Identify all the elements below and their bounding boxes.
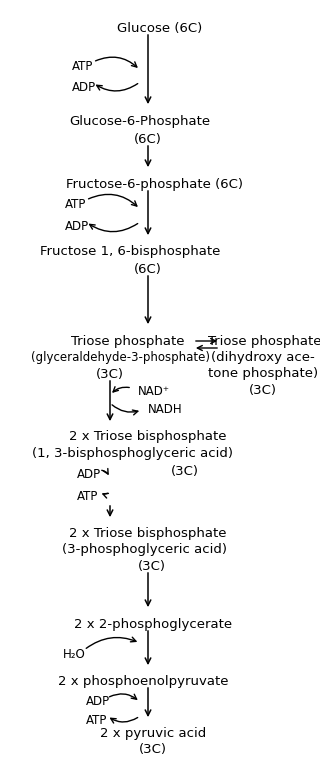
Text: Glucose (6C): Glucose (6C) [117,22,203,35]
Text: (3C): (3C) [249,384,277,397]
Text: (3C): (3C) [96,368,124,381]
Text: (6C): (6C) [134,263,162,276]
Text: tone phosphate): tone phosphate) [208,367,318,380]
Text: ATP: ATP [77,490,98,503]
Text: Triose phosphate: Triose phosphate [208,335,320,348]
Text: ADP: ADP [65,220,89,233]
Text: ADP: ADP [72,81,96,94]
Text: ATP: ATP [72,60,93,73]
Text: Fructose 1, 6-bisphosphate: Fructose 1, 6-bisphosphate [40,245,220,258]
Text: H₂O: H₂O [63,648,86,661]
Text: (3C): (3C) [171,465,199,478]
Text: (3C): (3C) [138,560,166,573]
Text: ATP: ATP [86,714,108,727]
Text: 2 x Triose bisphosphate: 2 x Triose bisphosphate [69,527,227,540]
Text: NADH: NADH [148,403,183,416]
Text: (3C): (3C) [139,743,167,756]
Text: ATP: ATP [65,198,86,211]
Text: 2 x phosphoenolpyruvate: 2 x phosphoenolpyruvate [58,675,228,688]
Text: 2 x pyruvic acid: 2 x pyruvic acid [100,727,206,740]
Text: (3-phosphoglyceric acid): (3-phosphoglyceric acid) [62,543,228,556]
Text: Triose phosphate: Triose phosphate [71,335,185,348]
Text: (glyceraldehyde-3-phosphate): (glyceraldehyde-3-phosphate) [30,351,210,364]
Text: ADP: ADP [86,695,110,708]
Text: NAD⁺: NAD⁺ [138,385,170,398]
Text: Glucose-6-Phosphate: Glucose-6-Phosphate [69,115,211,128]
Text: 2 x 2-phosphoglycerate: 2 x 2-phosphoglycerate [74,618,232,631]
Text: (6C): (6C) [134,133,162,146]
Text: (1, 3-bisphosphoglyceric acid): (1, 3-bisphosphoglyceric acid) [33,447,234,460]
Text: Fructose-6-phosphate (6C): Fructose-6-phosphate (6C) [67,178,244,191]
Text: 2 x Triose bisphosphate: 2 x Triose bisphosphate [69,430,227,443]
Text: ADP: ADP [77,468,101,481]
Text: (dihydroxy ace-: (dihydroxy ace- [211,351,315,364]
